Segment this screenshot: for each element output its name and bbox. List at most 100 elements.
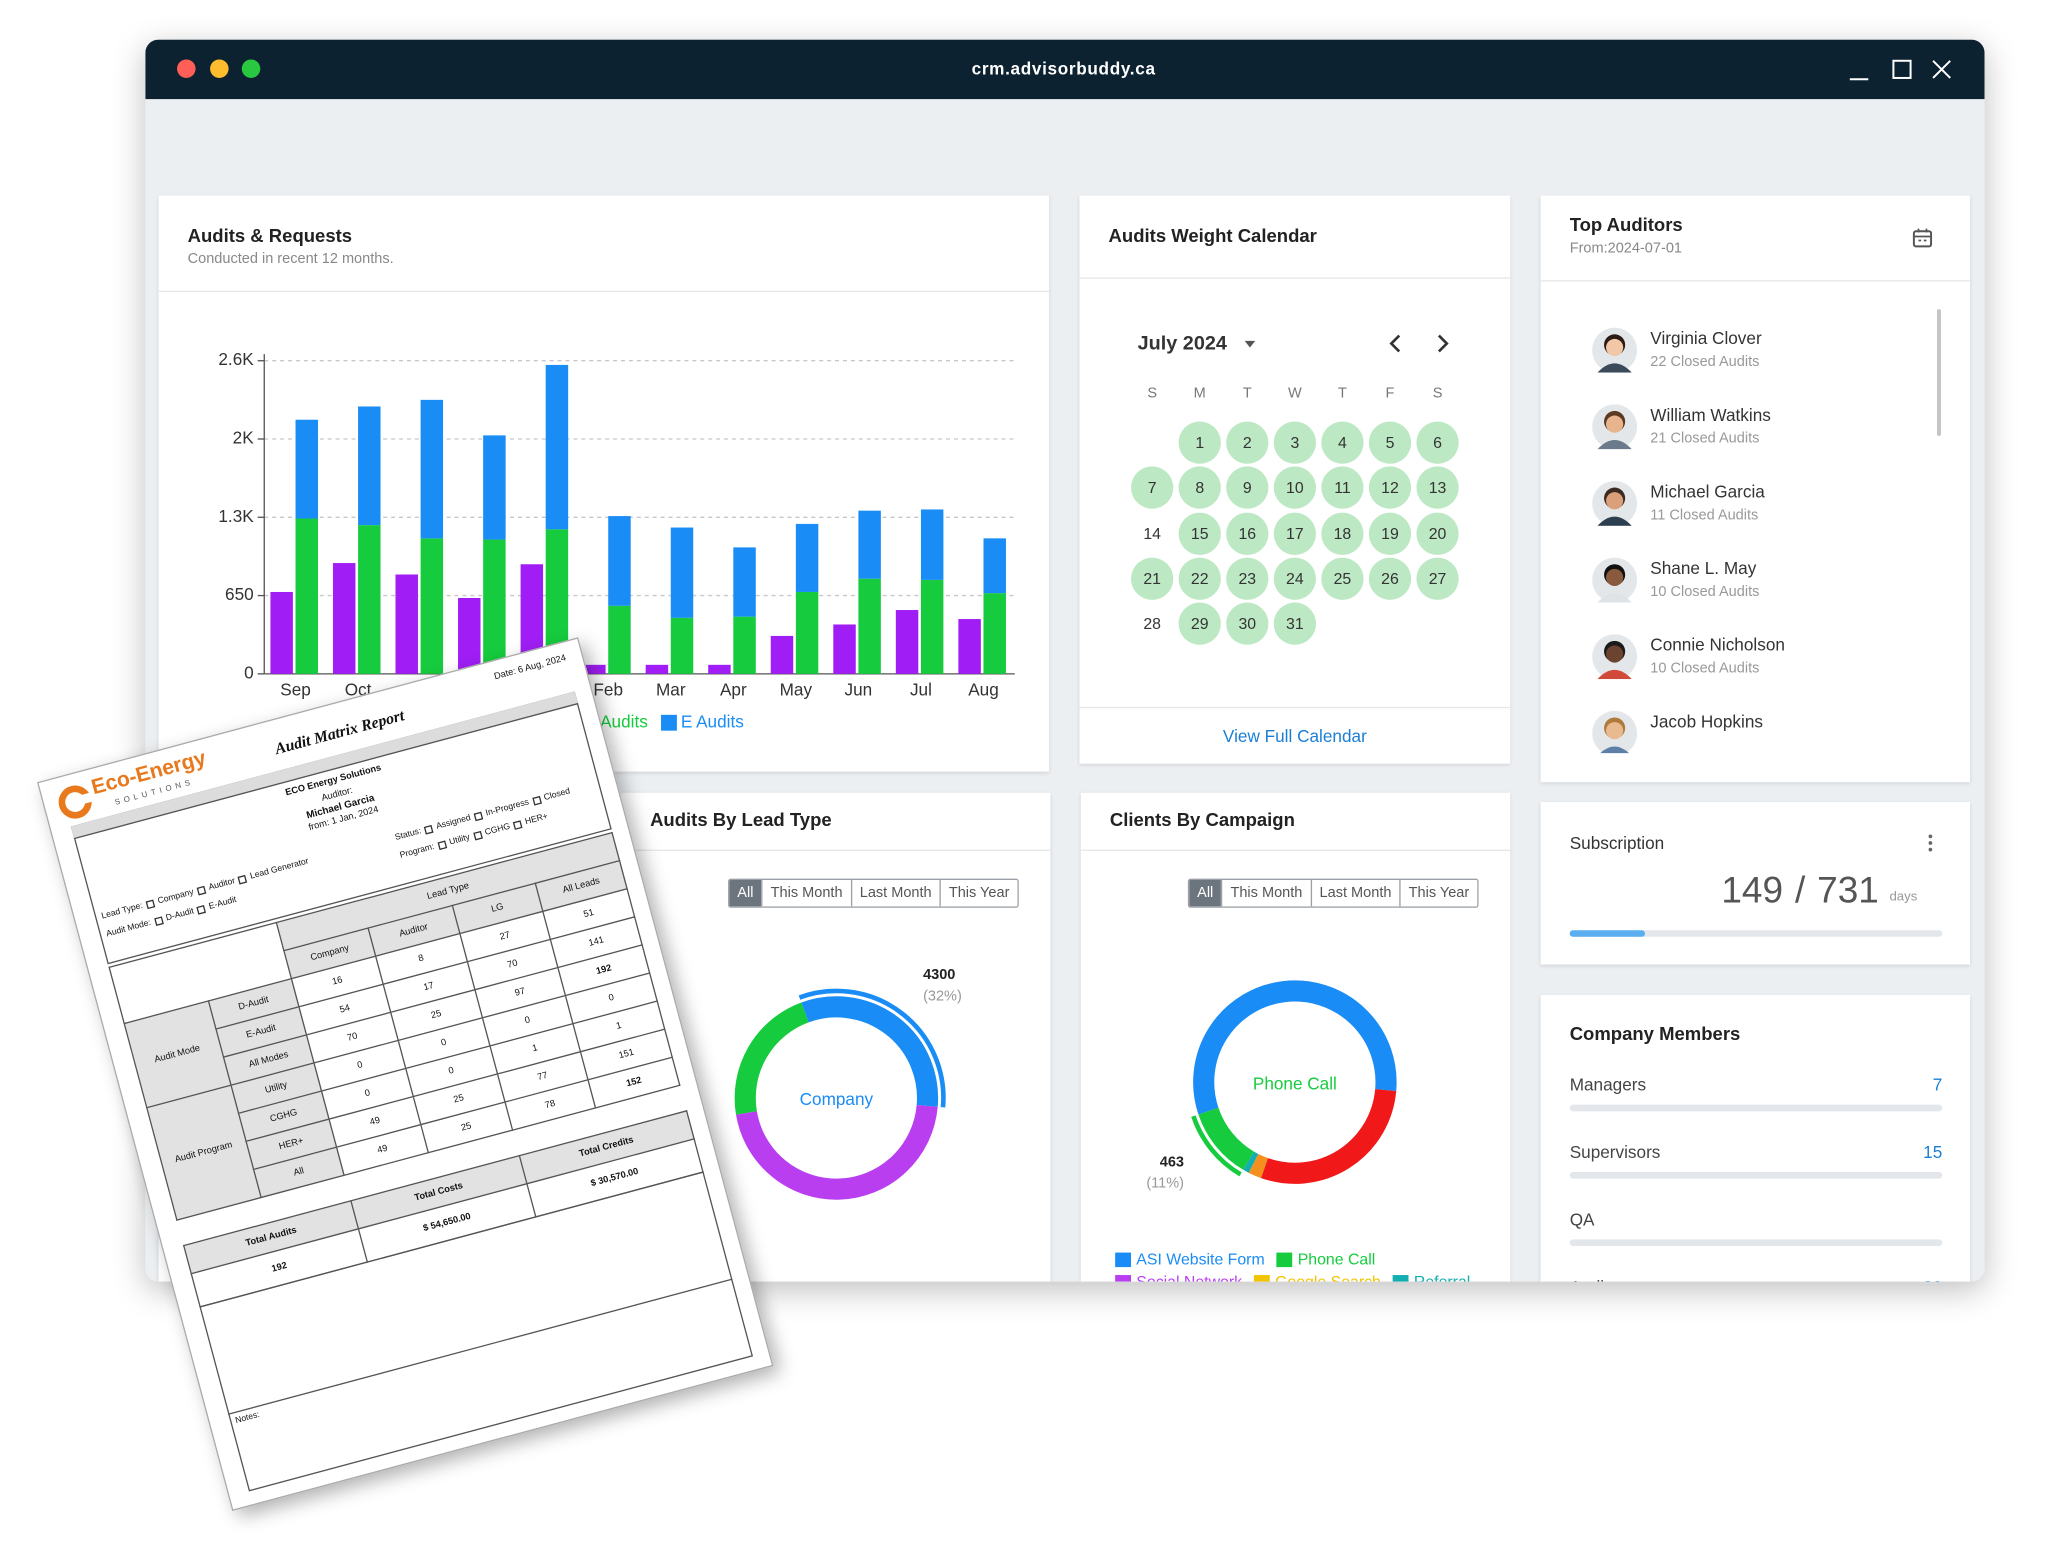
calendar-day[interactable]: 18 — [1321, 512, 1364, 555]
weekday-label: T — [1337, 385, 1347, 402]
panel-title: Audits By Lead Type — [650, 808, 832, 830]
filter-button[interactable]: This Month — [761, 879, 851, 907]
calendar-day[interactable]: 25 — [1321, 557, 1364, 600]
legend: ASI Website Form Phone Call Social Network… — [1115, 1250, 1485, 1282]
member-label: Auditors — [1570, 1277, 1633, 1282]
divider — [1540, 280, 1971, 282]
month-label[interactable]: July 2024 — [1137, 332, 1227, 355]
divider — [1080, 849, 1511, 851]
bar — [358, 525, 381, 674]
window-controls — [177, 59, 1951, 81]
calendar-day[interactable]: 16 — [1226, 512, 1269, 555]
logo-cut — [73, 792, 93, 806]
x-tick-label: Jul — [910, 680, 932, 700]
calendar-day[interactable]: 23 — [1226, 557, 1269, 600]
callout-value: 4300 — [923, 967, 955, 983]
calendar-day[interactable]: 30 — [1226, 602, 1269, 646]
auditor-name[interactable]: William Watkins — [1650, 404, 1771, 425]
bar — [708, 664, 731, 674]
calendar-day[interactable]: 2 — [1226, 421, 1269, 464]
panel-title: Audits & Requests — [187, 224, 353, 246]
filter-button[interactable]: This Year — [939, 879, 1018, 907]
filter-button[interactable]: This Month — [1221, 879, 1311, 907]
calendar-day[interactable]: 27 — [1416, 557, 1459, 600]
calendar-day[interactable]: 17 — [1273, 512, 1317, 555]
legend-label: ASI Website Form — [1136, 1249, 1265, 1269]
zoom-dot[interactable] — [241, 59, 261, 78]
avatar-body — [1597, 363, 1632, 373]
calendar-day[interactable]: 24 — [1273, 557, 1317, 600]
calendar-day[interactable]: 21 — [1131, 557, 1174, 600]
bar — [858, 510, 881, 579]
auditor-name[interactable]: Jacob Hopkins — [1650, 711, 1763, 732]
close-icon[interactable] — [1932, 60, 1951, 79]
auditor-detail: 22 Closed Audits — [1650, 354, 1760, 370]
filter-button[interactable]: This Year — [1399, 879, 1478, 907]
minimize-dot[interactable] — [210, 59, 229, 78]
legend-item: Google Search — [1253, 1272, 1381, 1282]
bar — [358, 406, 381, 526]
calendar-day[interactable]: 29 — [1178, 602, 1221, 646]
view-calendar-link[interactable]: View Full Calendar — [1222, 726, 1367, 746]
next-month[interactable] — [1437, 334, 1449, 353]
filter-button[interactable]: All — [1189, 879, 1222, 907]
filter-button[interactable]: All — [729, 879, 762, 907]
legend-label: E Audits — [681, 711, 744, 731]
month-dropdown-caret[interactable] — [1244, 340, 1256, 348]
donut-chart: 463 (11%) Phone Call — [1146, 980, 1397, 1192]
x-tick-label: Aug — [968, 680, 999, 700]
x-tick-label: Mar — [656, 680, 686, 700]
close-dot[interactable] — [177, 59, 196, 78]
divider — [621, 849, 1051, 851]
bar — [545, 364, 569, 530]
calendar-day[interactable]: 19 — [1368, 512, 1412, 555]
calendar-day[interactable]: 28 — [1143, 614, 1161, 634]
donut-segment — [1248, 1153, 1269, 1179]
report-date: Date: 6 Aug, 2024 — [493, 653, 568, 682]
calendar-day[interactable]: 22 — [1178, 557, 1221, 600]
calendar-day[interactable]: 11 — [1321, 466, 1364, 510]
used-value: 149 — [1721, 869, 1784, 911]
calendar-day[interactable]: 9 — [1226, 466, 1269, 510]
auditor-name[interactable]: Connie Nicholson — [1650, 634, 1785, 655]
legend-label: Phone Call — [1297, 1249, 1376, 1269]
calendar-day[interactable]: 6 — [1416, 421, 1459, 464]
calendar-day[interactable]: 5 — [1368, 421, 1412, 464]
maximize-icon[interactable] — [1892, 59, 1912, 79]
bar — [645, 664, 669, 674]
calendar-day[interactable]: 7 — [1131, 466, 1174, 510]
bar — [583, 664, 606, 674]
calendar-day[interactable]: 31 — [1273, 602, 1317, 646]
checkbox — [237, 874, 248, 884]
calendar-day[interactable]: 1 — [1178, 421, 1221, 464]
calendar-day[interactable]: 20 — [1416, 512, 1459, 555]
calendar-day[interactable]: 4 — [1321, 421, 1364, 464]
auditor-name[interactable]: Virginia Clover — [1650, 328, 1762, 349]
member-count: 89 — [1923, 1277, 1942, 1282]
checkbox — [423, 824, 434, 834]
calendar-day[interactable]: 10 — [1273, 466, 1317, 510]
checkbox — [196, 885, 207, 895]
report-paper: Eco-Energy SOLUTIONS Audit Matrix Report Da… — [36, 637, 774, 1511]
menu-kebab[interactable] — [1926, 834, 1934, 852]
calendar-day[interactable]: 26 — [1368, 557, 1412, 600]
prev-month[interactable] — [1389, 334, 1401, 353]
legend-label: Referral — [1414, 1272, 1470, 1281]
donut-chart: 4300 (32%) Company — [734, 967, 962, 1200]
filter-button[interactable]: Last Month — [1310, 879, 1400, 907]
filter-button[interactable]: Last Month — [850, 879, 940, 907]
bar — [858, 578, 881, 674]
auditor-name[interactable]: Michael Garcia — [1650, 481, 1765, 502]
calendar-day[interactable]: 13 — [1416, 466, 1459, 510]
calendar-day[interactable]: 12 — [1368, 466, 1412, 510]
panel-title: Company Members — [1569, 1022, 1741, 1044]
checkbox — [472, 830, 483, 841]
calendar-icon[interactable] — [1912, 227, 1933, 248]
calendar-day[interactable]: 3 — [1273, 421, 1317, 464]
bar — [958, 619, 981, 674]
calendar-day[interactable]: 14 — [1143, 524, 1161, 543]
auditor-name[interactable]: Shane L. May — [1650, 558, 1757, 579]
callout-percent: (11%) — [1146, 1176, 1184, 1192]
calendar-day[interactable]: 15 — [1178, 512, 1221, 555]
calendar-day[interactable]: 8 — [1178, 466, 1221, 510]
